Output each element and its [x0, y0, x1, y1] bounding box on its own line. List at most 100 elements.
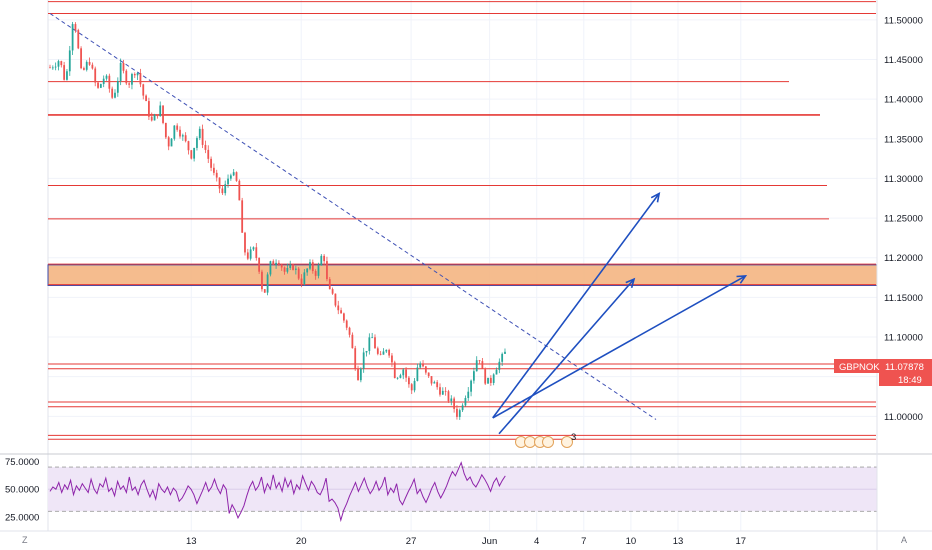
candle-body	[475, 360, 478, 372]
resistance-zone[interactable]	[47, 264, 878, 286]
candle-body	[263, 289, 266, 293]
candle-body	[278, 262, 280, 265]
candle-body	[453, 398, 456, 409]
candle-body	[167, 137, 170, 147]
candle-body	[97, 82, 99, 88]
candle-body	[176, 125, 179, 130]
candle-body	[368, 337, 371, 351]
candle-body	[213, 167, 215, 173]
forecast-arrow-line	[492, 275, 746, 419]
candle-body	[173, 125, 176, 139]
flag-icon[interactable]	[561, 436, 573, 448]
candle-body	[280, 264, 283, 268]
candle-body	[422, 363, 424, 367]
dashed-trend-line[interactable]	[49, 13, 657, 420]
candle-body	[311, 262, 314, 272]
candle-body	[261, 271, 263, 290]
candle-body	[136, 73, 139, 76]
flag-icon[interactable]	[542, 436, 554, 448]
candle-body	[337, 305, 340, 311]
time-tick-label: 10	[626, 536, 637, 547]
candle-body	[187, 141, 190, 151]
candle-body	[317, 265, 320, 276]
time-tick-label: 7	[581, 536, 586, 547]
candle-body	[359, 368, 362, 381]
candle-body	[461, 405, 464, 411]
candle-body	[255, 247, 258, 258]
candle-body	[91, 64, 94, 69]
time-tick-label: 20	[296, 536, 307, 547]
auto-scale-button[interactable]: A	[901, 535, 908, 545]
candle-body	[159, 105, 162, 117]
candle-body	[94, 68, 97, 83]
candle-body	[410, 384, 413, 391]
candle-body	[297, 268, 300, 279]
price-tick-label: 11.45000	[884, 55, 923, 66]
rsi-tick-label: 25.0000	[5, 512, 39, 523]
candle-body	[379, 353, 382, 355]
candle-body	[204, 144, 207, 150]
candle-body	[252, 247, 255, 250]
candle-body	[266, 274, 269, 293]
arrow-head-icon	[650, 192, 661, 203]
candle-body	[478, 360, 481, 362]
candle-body	[343, 313, 345, 321]
candle-body	[441, 390, 444, 395]
candle-body	[68, 50, 71, 72]
countdown-tag: 18:49	[879, 373, 932, 386]
timezone-icon[interactable]: Z	[22, 535, 28, 545]
candle-body	[60, 61, 63, 66]
price-tick-label: 11.15000	[884, 293, 923, 304]
time-axis[interactable]: 13 20 27 Jun 4 7 10 13 17	[186, 536, 746, 547]
candle-body	[111, 88, 114, 98]
price-tick-label: 11.30000	[884, 174, 923, 185]
candle-body	[232, 172, 235, 176]
candle-body	[430, 376, 433, 384]
arrow-head-icon	[736, 275, 748, 284]
forecast-arrow-line	[492, 193, 660, 419]
candle-body	[424, 366, 427, 373]
candle-body	[323, 255, 326, 262]
candle-body	[125, 70, 128, 84]
candle-body	[150, 116, 153, 121]
candle-body	[85, 61, 88, 70]
candle-body	[300, 278, 303, 285]
candle-body	[238, 180, 241, 201]
candle-body	[354, 348, 357, 369]
candle-body	[63, 65, 66, 80]
candle-body	[436, 382, 439, 388]
candle-body	[396, 377, 399, 379]
candle-body	[456, 408, 458, 417]
candle-body	[419, 363, 422, 368]
candle-body	[207, 149, 210, 159]
candle-body	[269, 261, 272, 275]
candle-body	[427, 372, 430, 377]
forecast-arrows[interactable]	[492, 192, 748, 435]
economic-events[interactable]: 3	[515, 432, 577, 448]
candle-body	[184, 135, 187, 142]
candle-body	[498, 361, 501, 370]
candle-body	[88, 61, 91, 65]
flag-icon[interactable]	[524, 436, 536, 448]
candle-body	[382, 351, 385, 355]
horizontal-levels[interactable]	[48, 1, 876, 440]
candle-body	[57, 61, 60, 67]
candle-body	[470, 380, 472, 392]
candle-body	[54, 66, 57, 68]
candle-body	[142, 84, 145, 96]
price-tick-label: 11.40000	[884, 95, 923, 106]
candle-body	[235, 172, 238, 181]
candle-body	[196, 138, 198, 148]
candle-body	[328, 279, 331, 290]
candle-body	[170, 138, 173, 147]
candle-body	[444, 390, 447, 392]
candle-body	[345, 320, 348, 328]
candle-body	[371, 337, 374, 339]
candle-body	[365, 350, 368, 353]
time-tick-label: 27	[406, 536, 417, 547]
candle-body	[294, 268, 297, 270]
candle-body	[246, 252, 249, 259]
candle-body	[198, 128, 201, 139]
forecast-arrow-line	[498, 278, 635, 435]
